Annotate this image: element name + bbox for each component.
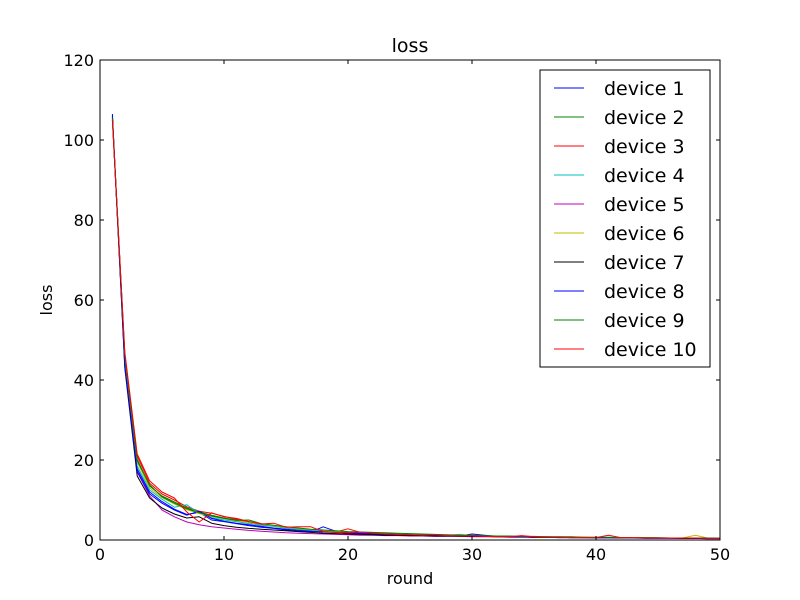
x-tick-label: 10: [214, 545, 234, 564]
y-axis-label: loss: [37, 285, 56, 316]
legend-label: device 5: [604, 194, 685, 216]
legend-label: device 1: [604, 78, 685, 100]
legend-label: device 4: [604, 165, 685, 187]
x-tick-label: 0: [95, 545, 105, 564]
legend-box: [539, 69, 711, 368]
legend-label: device 7: [604, 252, 685, 274]
x-axis-label: round: [387, 569, 433, 588]
chart-title: loss: [392, 35, 429, 57]
y-tick-label: 20: [74, 451, 94, 470]
y-tick-label: 100: [63, 131, 94, 150]
x-tick-label: 30: [462, 545, 482, 564]
x-tick-label: 40: [586, 545, 606, 564]
legend-label: device 3: [604, 136, 685, 158]
series-line-device-10: [111, 119, 720, 539]
x-tick-label: 20: [338, 545, 358, 564]
legend-label: device 6: [604, 223, 685, 245]
x-tick-label: 50: [710, 545, 730, 564]
legend-label: device 8: [604, 281, 685, 303]
y-tick-label: 40: [74, 371, 94, 390]
legend-label: device 2: [604, 107, 685, 129]
legend: device 1 device 2 device 3 device 4 device 5…: [539, 69, 711, 368]
y-tick-label: 0: [84, 531, 94, 550]
y-tick-label: 60: [74, 291, 94, 310]
legend-label: device 10: [604, 339, 697, 361]
axes-layer: 0 10 20 30 40 50 0 20 40 60 80 100 120: [63, 51, 730, 564]
legend-label: device 9: [604, 310, 685, 332]
series-layer: [111, 113, 721, 540]
y-tick-label: 120: [63, 51, 94, 70]
y-tick-label: 80: [74, 211, 94, 230]
